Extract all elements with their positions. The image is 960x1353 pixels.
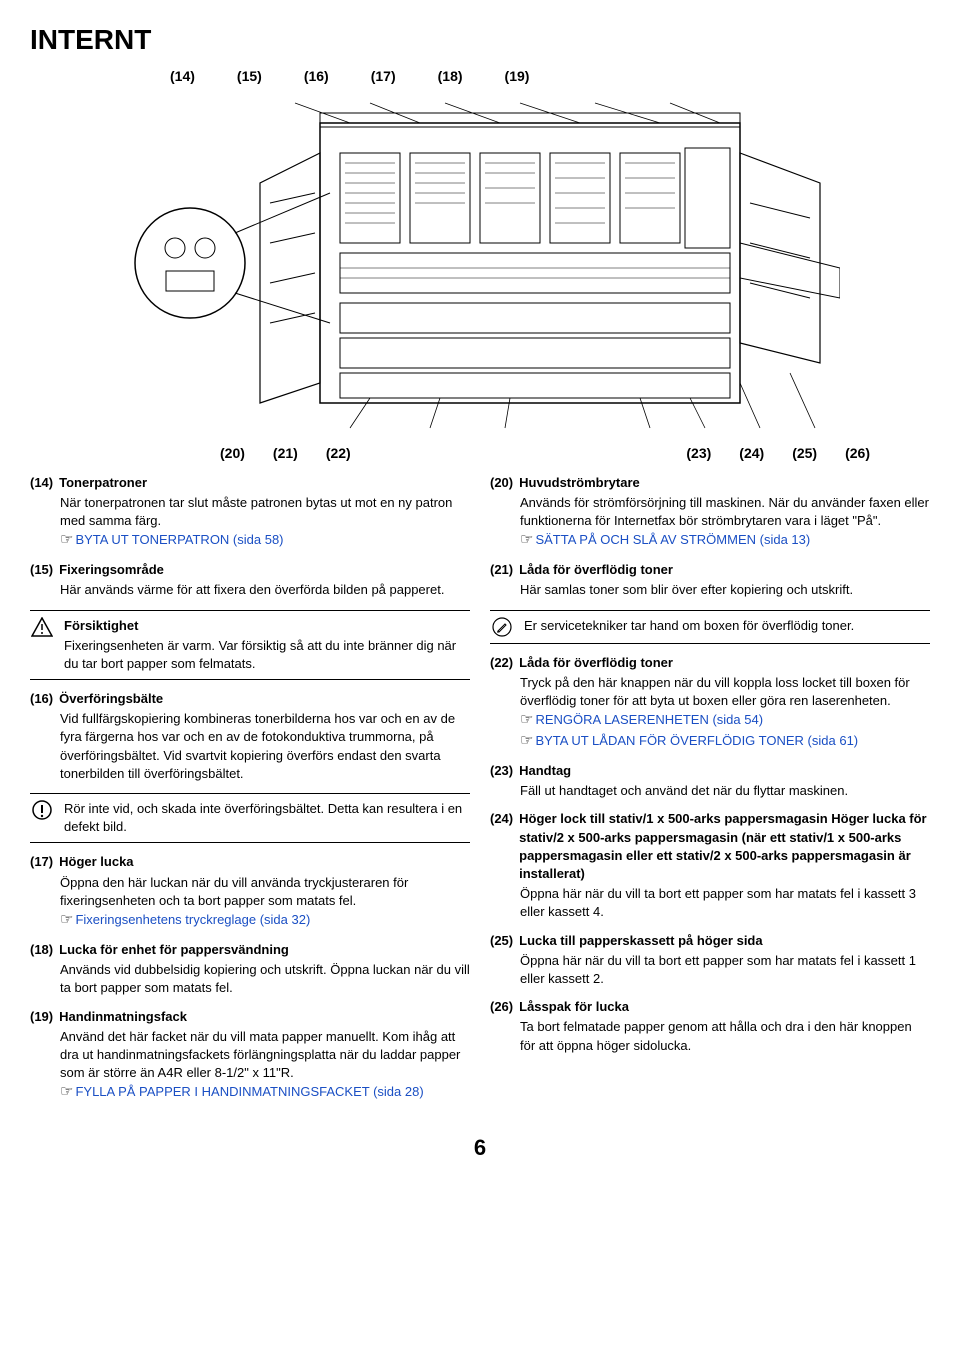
xref-icon: ☞	[60, 532, 73, 548]
callouts-bottom: (20) (21) (22) (23) (24) (25) (26)	[30, 444, 930, 464]
item-body: Öppna här när du vill ta bort ett papper…	[520, 885, 930, 921]
item-body: Öppna den här luckan när du vill använda…	[60, 875, 408, 908]
item-body: Här samlas toner som blir över efter kop…	[520, 581, 930, 599]
item-num: (15)	[30, 561, 53, 579]
callout-25: (25)	[792, 444, 817, 464]
item-title: Låda för överflödig toner	[519, 561, 673, 579]
xref-icon: ☞	[60, 912, 73, 928]
item-num: (20)	[490, 474, 513, 492]
item-body: Tryck på den här knappen när du vill kop…	[520, 675, 910, 708]
item-num: (16)	[30, 690, 53, 708]
item-num: (21)	[490, 561, 513, 579]
xref-link[interactable]: BYTA UT LÅDAN FÖR ÖVERFLÖDIG TONER (sida…	[535, 733, 858, 748]
callout-19: (19)	[505, 67, 530, 87]
page-title: INTERNT	[30, 20, 930, 59]
item-23: (23) Handtag Fäll ut handtaget och använ…	[490, 762, 930, 800]
xref-icon: ☞	[520, 733, 533, 749]
item-21: (21) Låda för överflödig toner Här samla…	[490, 561, 930, 599]
callout-16: (16)	[304, 67, 329, 87]
left-column: (14) Tonerpatroner När tonerpatronen tar…	[30, 474, 470, 1114]
item-num: (26)	[490, 998, 513, 1016]
caution-text: Fixeringsenheten är varm. Var försiktig …	[64, 637, 470, 673]
callout-17: (17)	[371, 67, 396, 87]
callout-15: (15)	[237, 67, 262, 87]
item-num: (17)	[30, 853, 53, 871]
item-title: Överföringsbälte	[59, 690, 163, 708]
item-15: (15) Fixeringsområde Här används värme f…	[30, 561, 470, 599]
item-19: (19) Handinmatningsfack Använd det här f…	[30, 1008, 470, 1104]
item-title: Lucka för enhet för pappersvändning	[59, 941, 289, 959]
pencil-text: Er servicetekniker tar hand om boxen för…	[524, 617, 930, 635]
item-num: (18)	[30, 941, 53, 959]
item-body: Använd det här facket när du vill mata p…	[60, 1029, 460, 1080]
caution-box: Försiktighet Fixeringsenheten är varm. V…	[30, 610, 470, 681]
printer-svg	[120, 93, 840, 433]
item-body: Öppna här när du vill ta bort ett papper…	[520, 952, 930, 988]
item-16: (16) Överföringsbälte Vid fullfärgskopie…	[30, 690, 470, 783]
item-num: (23)	[490, 762, 513, 780]
item-26: (26) Låsspak för lucka Ta bort felmatade…	[490, 998, 930, 1055]
pencil-note-box: Er servicetekniker tar hand om boxen för…	[490, 610, 930, 644]
item-14: (14) Tonerpatroner När tonerpatronen tar…	[30, 474, 470, 552]
warning-icon	[30, 617, 54, 637]
callout-14: (14)	[170, 67, 195, 87]
callout-22: (22)	[326, 444, 351, 464]
xref-link[interactable]: SÄTTA PÅ OCH SLÅ AV STRÖMMEN (sida 13)	[535, 532, 810, 547]
xref-link[interactable]: Fixeringsenhetens tryckreglage (sida 32)	[75, 912, 310, 927]
item-title: Låsspak för lucka	[519, 998, 629, 1016]
item-num: (24)	[490, 810, 513, 883]
item-body: Används för strömförsörjning till maskin…	[520, 495, 929, 528]
item-title: Huvudströmbrytare	[519, 474, 640, 492]
callout-21: (21)	[273, 444, 298, 464]
item-title: Handtag	[519, 762, 571, 780]
callout-20: (20)	[220, 444, 245, 464]
xref-link[interactable]: RENGÖRA LASERENHETEN (sida 54)	[535, 712, 763, 727]
item-24: (24) Höger lock till stativ/1 x 500-arks…	[490, 810, 930, 921]
item-body: Här används värme för att fixera den öve…	[60, 581, 470, 599]
caution-title: Försiktighet	[64, 617, 470, 635]
callout-24: (24)	[739, 444, 764, 464]
item-title: Höger lucka	[59, 853, 133, 871]
item-20: (20) Huvudströmbrytare Används för ström…	[490, 474, 930, 552]
item-body: När tonerpatronen tar slut måste patrone…	[60, 495, 452, 528]
item-num: (19)	[30, 1008, 53, 1026]
item-17: (17) Höger lucka Öppna den här luckan nä…	[30, 853, 470, 931]
right-column: (20) Huvudströmbrytare Används för ström…	[490, 474, 930, 1114]
item-title: Lucka till papperskassett på höger sida	[519, 932, 762, 950]
item-title: Tonerpatroner	[59, 474, 147, 492]
item-num: (25)	[490, 932, 513, 950]
xref-icon: ☞	[520, 532, 533, 548]
page-number: 6	[30, 1133, 930, 1164]
printer-diagram	[30, 93, 930, 438]
note-text: Rör inte vid, och skada inte överförings…	[64, 800, 470, 836]
xref-link[interactable]: BYTA UT TONERPATRON (sida 58)	[75, 532, 283, 547]
item-body: Fäll ut handtaget och använd det när du …	[520, 782, 930, 800]
item-num: (22)	[490, 654, 513, 672]
item-body: Vid fullfärgskopiering kombineras tonerb…	[60, 710, 470, 783]
callout-26: (26)	[845, 444, 870, 464]
callout-23: (23)	[686, 444, 711, 464]
xref-icon: ☞	[520, 712, 533, 728]
info-icon	[30, 800, 54, 820]
item-title: Höger lock till stativ/1 x 500-arks papp…	[519, 810, 930, 883]
item-title: Handinmatningsfack	[59, 1008, 187, 1026]
item-body: Ta bort felmatade papper genom att hålla…	[520, 1018, 930, 1054]
note-box: Rör inte vid, och skada inte överförings…	[30, 793, 470, 843]
xref-icon: ☞	[60, 1084, 73, 1100]
item-title: Låda för överflödig toner	[519, 654, 673, 672]
item-25: (25) Lucka till papperskassett på höger …	[490, 932, 930, 989]
callout-18: (18)	[438, 67, 463, 87]
item-num: (14)	[30, 474, 53, 492]
item-title: Fixeringsområde	[59, 561, 164, 579]
xref-link[interactable]: FYLLA PÅ PAPPER I HANDINMATNINGSFACKET (…	[75, 1084, 423, 1099]
pencil-icon	[490, 617, 514, 637]
callouts-top: (14) (15) (16) (17) (18) (19)	[30, 67, 930, 87]
item-18: (18) Lucka för enhet för pappersvändning…	[30, 941, 470, 998]
item-22: (22) Låda för överflödig toner Tryck på …	[490, 654, 930, 753]
item-body: Används vid dubbelsidig kopiering och ut…	[60, 961, 470, 997]
